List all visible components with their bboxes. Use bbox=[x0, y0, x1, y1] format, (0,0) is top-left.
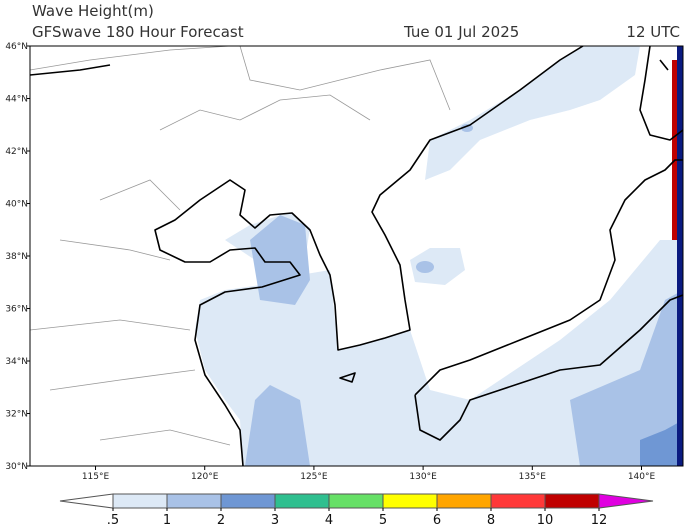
colorbar-label: 4 bbox=[325, 513, 333, 525]
lat-label: 32°N bbox=[5, 410, 28, 420]
lon-label: 135°E bbox=[519, 472, 547, 482]
wave-mid bbox=[416, 261, 434, 273]
colorbar-end bbox=[598, 493, 654, 509]
colorbar-label: 10 bbox=[537, 513, 554, 525]
lat-label: 40°N bbox=[5, 200, 28, 210]
colorbar-label: .5 bbox=[107, 513, 119, 525]
wave-mid bbox=[250, 215, 310, 305]
lat-label: 46°N bbox=[5, 42, 28, 52]
colorbar-segment bbox=[220, 493, 276, 509]
colorbar-label: 5 bbox=[379, 513, 387, 525]
date: Tue 01 Jul 2025 bbox=[403, 23, 519, 41]
colorbar-segment bbox=[328, 493, 384, 509]
colorbar-end bbox=[59, 493, 114, 509]
colorbar-segment bbox=[544, 493, 600, 509]
lat-label: 36°N bbox=[5, 305, 28, 315]
wave-mid bbox=[245, 385, 310, 466]
wave-light bbox=[195, 240, 683, 466]
colorbar: .5 1 2 3 4 5 6 8 10 12 bbox=[59, 493, 654, 525]
wave-mid bbox=[461, 124, 473, 132]
lon-label: 115°E bbox=[82, 472, 110, 482]
wave-light bbox=[410, 248, 465, 285]
colorbar-label: 12 bbox=[591, 513, 608, 525]
lon-label: 120°E bbox=[191, 472, 219, 482]
coastline bbox=[639, 46, 683, 141]
edge-stripe bbox=[677, 46, 683, 466]
wave-mid bbox=[570, 290, 683, 466]
coastline bbox=[154, 46, 584, 466]
colorbar-segment bbox=[490, 493, 546, 509]
colorbar-label: 2 bbox=[217, 513, 225, 525]
time: 12 UTC bbox=[626, 23, 680, 41]
lat-label: 30°N bbox=[5, 462, 28, 472]
colorbar-segment bbox=[382, 493, 438, 509]
lon-label: 140°E bbox=[628, 472, 656, 482]
wave-light bbox=[425, 46, 640, 180]
lat-label: 42°N bbox=[5, 147, 28, 157]
coastline bbox=[30, 64, 111, 76]
lat-label: 44°N bbox=[5, 95, 28, 105]
lon-label: 125°E bbox=[300, 472, 328, 482]
colorbar-segment bbox=[436, 493, 492, 509]
wave-dark bbox=[640, 420, 683, 466]
lon-label: 130°E bbox=[409, 472, 437, 482]
colorbar-segment bbox=[274, 493, 330, 509]
coastline bbox=[339, 372, 356, 383]
map bbox=[29, 45, 684, 467]
colorbar-segment bbox=[112, 493, 168, 509]
coastline bbox=[414, 159, 683, 441]
edge-stripe bbox=[672, 60, 677, 240]
colorbar-label: 6 bbox=[433, 513, 441, 525]
colorbar-label: 1 bbox=[163, 513, 171, 525]
colorbar-label: 8 bbox=[487, 513, 495, 525]
lat-label: 34°N bbox=[5, 357, 28, 367]
colorbar-segment bbox=[166, 493, 222, 509]
title: Wave Height(m) bbox=[32, 2, 154, 20]
border bbox=[30, 46, 451, 446]
subtitle: GFSwave 180 Hour Forecast bbox=[32, 23, 244, 41]
lat-label: 38°N bbox=[5, 252, 28, 262]
colorbar-label: 3 bbox=[271, 513, 279, 525]
